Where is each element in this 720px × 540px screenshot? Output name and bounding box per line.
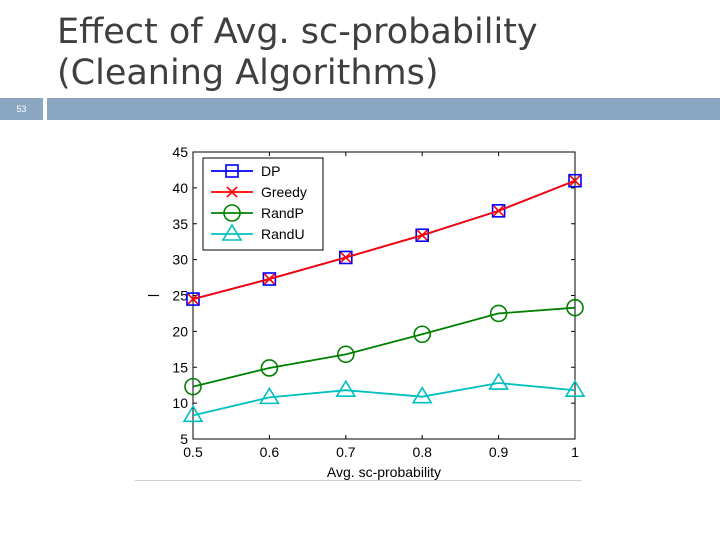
slide-title: Effect of Avg. sc-probability (Cleaning … (57, 12, 538, 93)
line-chart: 5 10 15 20 25 30 35 40 45 0.5 0.6 0.7 0.8 0.9 1 Avg. sc… (148, 144, 586, 480)
data-point-dp (262, 272, 277, 286)
x-tick-label: 0.9 (489, 444, 509, 460)
y-tick-label: 20 (172, 323, 188, 339)
data-point-dp (339, 250, 353, 265)
data-point-dp (568, 173, 582, 188)
chart-bottom-rule (135, 480, 582, 481)
data-point-randp (184, 377, 202, 396)
data-point-randu (182, 404, 204, 423)
data-point-greedy (263, 273, 275, 285)
data-point-randu (258, 386, 280, 405)
data-point-randu (488, 372, 510, 390)
legend-marker-randu (221, 223, 243, 241)
x-axis-label: Avg. sc-probability (327, 464, 441, 480)
data-point-randu (335, 379, 357, 398)
data-point-dp (186, 292, 200, 306)
page-number-box (0, 98, 43, 120)
x-tick-label: 0.8 (412, 444, 432, 460)
series-line-randp (192, 306, 576, 388)
legend-marker-randp (223, 204, 241, 222)
y-tick-label: 35 (172, 216, 188, 232)
y-tick-label: 45 (172, 144, 188, 160)
data-point-randp (489, 304, 508, 323)
data-point-greedy (340, 251, 352, 264)
data-point-randu (564, 379, 586, 398)
data-point-dp (415, 228, 430, 243)
x-tick-label: 0.6 (260, 444, 280, 460)
page-number: 53 (16, 104, 27, 114)
data-point-randp (566, 298, 584, 317)
y-tick-label: 25 (172, 288, 188, 304)
data-point-randp (337, 345, 355, 364)
legend-marker-dp (225, 164, 239, 178)
y-tick-label: 30 (172, 252, 188, 268)
data-point-greedy (416, 229, 428, 241)
data-point-greedy (493, 205, 505, 217)
data-point-randp (260, 359, 279, 377)
series-line-randu (192, 382, 576, 417)
data-point-greedy (569, 175, 581, 187)
x-tick-label: 0.7 (336, 444, 356, 460)
data-point-dp (491, 204, 506, 218)
data-point-greedy (187, 293, 199, 305)
title-underline-bar (47, 98, 720, 120)
x-tick-label: 1 (571, 444, 579, 460)
data-point-randp (413, 325, 432, 344)
legend-label-randu: RandU (261, 226, 305, 242)
x-tick-label: 0.5 (183, 444, 203, 460)
legend-marker-greedy (226, 186, 238, 198)
legend-label-greedy: Greedy (261, 184, 307, 200)
legend-label-randp: RandP (261, 205, 304, 221)
series-line-greedy (192, 179, 576, 300)
y-tick-label: 40 (172, 180, 188, 196)
legend-label-dp: DP (261, 163, 280, 179)
y-tick-label: 10 (172, 395, 188, 411)
y-tick-label: 15 (172, 359, 188, 375)
y-tick-label: 5 (180, 431, 188, 447)
data-point-randu (411, 386, 433, 404)
